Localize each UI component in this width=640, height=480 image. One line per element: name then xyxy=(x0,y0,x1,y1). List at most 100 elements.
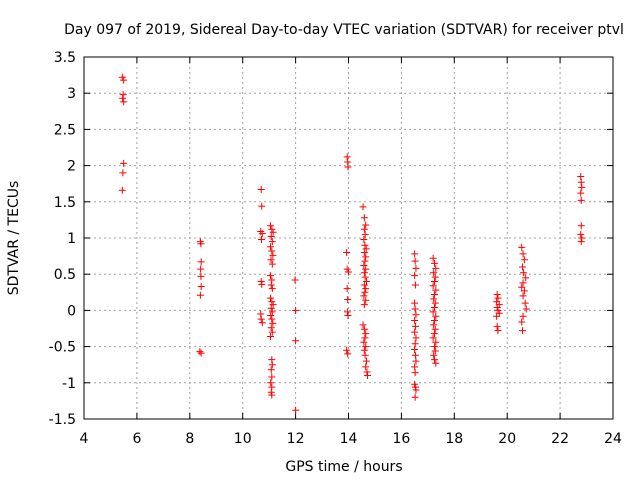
data-point xyxy=(360,262,368,270)
data-point xyxy=(268,225,276,233)
data-point xyxy=(344,311,352,319)
data-point xyxy=(292,337,300,345)
data-point xyxy=(268,328,276,336)
data-point xyxy=(359,203,367,211)
data-point xyxy=(268,285,276,293)
data-point xyxy=(268,361,276,369)
data-point xyxy=(257,185,265,193)
data-point xyxy=(267,281,275,289)
data-point xyxy=(267,388,275,396)
data-point xyxy=(360,301,368,309)
data-point xyxy=(520,269,528,277)
data-point xyxy=(269,301,277,309)
data-point xyxy=(577,172,585,180)
data-point xyxy=(430,317,438,325)
data-point xyxy=(197,349,205,357)
data-point xyxy=(197,283,205,291)
data-point xyxy=(411,351,419,359)
data-point xyxy=(119,94,127,102)
data-point xyxy=(363,368,371,376)
data-point xyxy=(364,372,372,380)
data-point xyxy=(268,383,276,391)
y-tick-label: 2.5 xyxy=(54,122,76,138)
data-points xyxy=(118,73,586,414)
data-point xyxy=(362,221,370,229)
data-point xyxy=(411,393,419,401)
data-point xyxy=(362,265,370,273)
data-point xyxy=(411,317,419,325)
data-point xyxy=(518,283,526,291)
data-point xyxy=(118,186,126,194)
data-point xyxy=(494,327,502,335)
data-point xyxy=(343,153,351,161)
data-point xyxy=(411,257,419,265)
data-point xyxy=(431,273,439,281)
data-point xyxy=(577,238,585,246)
data-point xyxy=(269,319,277,327)
data-point xyxy=(520,256,528,264)
data-point xyxy=(432,286,440,294)
data-point xyxy=(362,277,370,285)
data-point xyxy=(412,311,420,319)
data-point xyxy=(266,222,274,230)
data-point xyxy=(360,248,368,256)
data-point xyxy=(578,234,586,242)
data-point xyxy=(343,265,351,273)
data-point xyxy=(268,315,276,323)
axis-ticks xyxy=(83,56,614,420)
data-point xyxy=(493,322,501,330)
data-point xyxy=(197,240,205,248)
y-tick-label: -1 xyxy=(62,376,76,392)
data-point xyxy=(343,248,351,256)
data-point xyxy=(411,363,419,371)
data-point xyxy=(344,350,352,358)
data-point xyxy=(267,256,275,264)
data-point xyxy=(258,319,266,327)
data-point xyxy=(266,332,274,340)
data-point xyxy=(362,357,370,365)
y-tick-labels: -1.5 -1 -0.5 0 0.5 1 1.5 2 2.5 3 3.5 xyxy=(49,50,76,428)
data-point xyxy=(412,386,420,394)
x-tick-label: 20 xyxy=(498,431,516,447)
data-point xyxy=(430,259,438,267)
data-point xyxy=(361,273,369,281)
data-point xyxy=(257,310,265,318)
data-point xyxy=(196,348,204,356)
data-point xyxy=(431,299,439,307)
data-point xyxy=(266,272,274,280)
data-point xyxy=(577,196,585,204)
data-point xyxy=(412,264,420,272)
data-point xyxy=(519,327,527,335)
y-tick-label: 1.5 xyxy=(54,195,76,211)
data-point xyxy=(360,346,368,354)
y-tick-label: 2 xyxy=(67,159,76,175)
y-axis-label: SDTVAR / TECUs xyxy=(6,181,22,296)
x-tick-label: 14 xyxy=(340,431,358,447)
data-point xyxy=(411,383,419,391)
data-point xyxy=(430,356,438,364)
data-point xyxy=(268,276,276,284)
data-point xyxy=(267,379,275,387)
data-point xyxy=(430,321,438,329)
x-tick-label: 4 xyxy=(80,431,89,447)
x-tick-label: 24 xyxy=(604,431,622,447)
data-point xyxy=(411,272,419,280)
data-point xyxy=(411,281,419,289)
data-point xyxy=(577,178,585,186)
y-tick-label: 0 xyxy=(67,303,76,319)
data-point xyxy=(430,304,438,312)
x-tick-label: 10 xyxy=(234,431,252,447)
data-point xyxy=(430,295,438,303)
data-point xyxy=(361,334,369,342)
data-point xyxy=(412,334,420,342)
data-point xyxy=(411,369,419,377)
data-point xyxy=(267,324,275,332)
data-point xyxy=(267,366,275,374)
data-point xyxy=(361,257,369,265)
grid-lines xyxy=(84,57,613,419)
data-point xyxy=(493,304,501,312)
data-point xyxy=(361,351,369,359)
x-tick-label: 22 xyxy=(551,431,569,447)
data-point xyxy=(431,347,439,355)
data-point xyxy=(120,98,128,106)
